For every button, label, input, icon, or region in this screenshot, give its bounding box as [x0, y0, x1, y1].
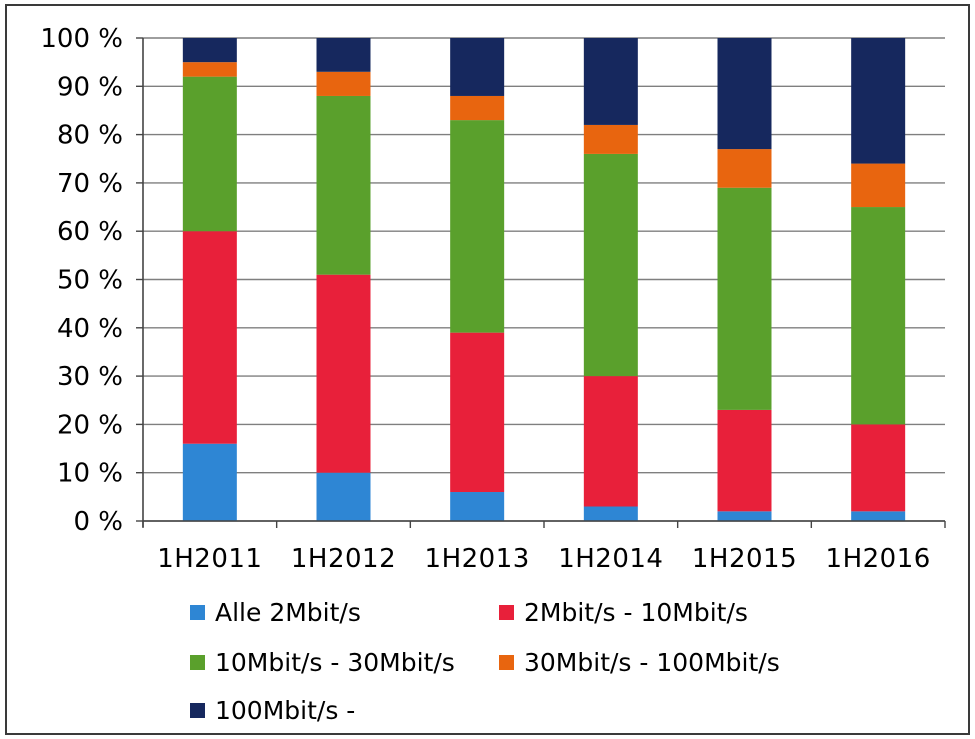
- bar-segment: [717, 409, 772, 512]
- tick-label-y: 50 %: [57, 266, 123, 296]
- tick-label-x: 1H2015: [692, 544, 797, 574]
- bar-segment: [450, 492, 505, 521]
- bar-segment: [717, 187, 772, 410]
- tick-label-y: 0 %: [73, 507, 123, 537]
- bar-segment: [583, 376, 638, 507]
- legend-label: 2Mbit/s - 10Mbit/s: [524, 598, 748, 627]
- bar-segment: [316, 38, 371, 72]
- bar-segment: [182, 76, 237, 232]
- bar-segment: [583, 38, 638, 125]
- tick-label-y: 40 %: [57, 314, 123, 344]
- bar-segment: [851, 207, 906, 425]
- grid-layer: [143, 37, 945, 522]
- bar-segment: [717, 38, 772, 150]
- legend-label: 10Mbit/s - 30Mbit/s: [215, 648, 455, 677]
- axis-layer: 0 % 10 % 20 % 30 % 40 % 50 % 60 % 70 % 80 % 90 % 1…: [40, 24, 946, 574]
- bar-segment: [316, 71, 371, 96]
- legend-label: 100Mbit/s -: [215, 696, 356, 725]
- bar-segment: [182, 231, 237, 444]
- bar-segment: [182, 443, 237, 521]
- bar-segment: [182, 38, 237, 63]
- legend-swatch: [499, 655, 514, 670]
- bar-segment: [450, 95, 505, 121]
- bar-segment: [450, 38, 505, 96]
- tick-label-x: 1H2011: [157, 544, 262, 574]
- bar-segment: [583, 506, 638, 521]
- tick-label-x: 1H2016: [826, 544, 931, 574]
- bar-segment: [316, 472, 371, 521]
- tick-label-y: 20 %: [57, 410, 123, 440]
- legend-swatch: [190, 703, 205, 718]
- bar-segment: [851, 511, 906, 521]
- legend-item-2-10mbit: 2Mbit/s - 10Mbit/s: [499, 598, 748, 627]
- tick-label-y: 100 %: [40, 24, 123, 54]
- tick-label-y: 30 %: [57, 362, 123, 392]
- tick-label-y: 90 %: [57, 72, 123, 102]
- legend-label: Alle 2Mbit/s: [215, 598, 361, 627]
- bar-segment: [450, 120, 505, 333]
- legend-swatch: [190, 655, 205, 670]
- tick-label-x: 1H2014: [558, 544, 663, 574]
- bar-segment: [182, 62, 237, 77]
- bar-segment: [851, 38, 906, 164]
- bar-layer: [182, 38, 906, 521]
- bar-segment: [583, 124, 638, 154]
- bar-segment: [851, 424, 906, 512]
- tick-label-y: 10 %: [57, 459, 123, 489]
- legend-item-alle-2mbit: Alle 2Mbit/s: [190, 598, 361, 627]
- tick-label-x: 1H2013: [425, 544, 530, 574]
- bar-segment: [851, 163, 906, 208]
- bar-segment: [583, 153, 638, 377]
- bar-segment: [717, 149, 772, 188]
- bar-segment: [450, 332, 505, 493]
- legend-item-10-30mbit: 10Mbit/s - 30Mbit/s: [190, 648, 455, 677]
- tick-label-y: 80 %: [57, 121, 123, 151]
- legend-item-100mbit-plus: 100Mbit/s -: [190, 696, 355, 725]
- legend-swatch: [499, 605, 514, 620]
- bar-segment: [316, 95, 371, 275]
- legend-label: 30Mbit/s - 100Mbit/s: [524, 648, 780, 677]
- bar-segment: [717, 511, 772, 521]
- legend-item-30-100mbit: 30Mbit/s - 100Mbit/s: [499, 648, 780, 677]
- bar-segment: [316, 274, 371, 473]
- tick-label-y: 60 %: [57, 217, 123, 247]
- tick-label-x: 1H2012: [291, 544, 396, 574]
- tick-label-y: 70 %: [57, 169, 123, 199]
- legend-swatch: [190, 605, 205, 620]
